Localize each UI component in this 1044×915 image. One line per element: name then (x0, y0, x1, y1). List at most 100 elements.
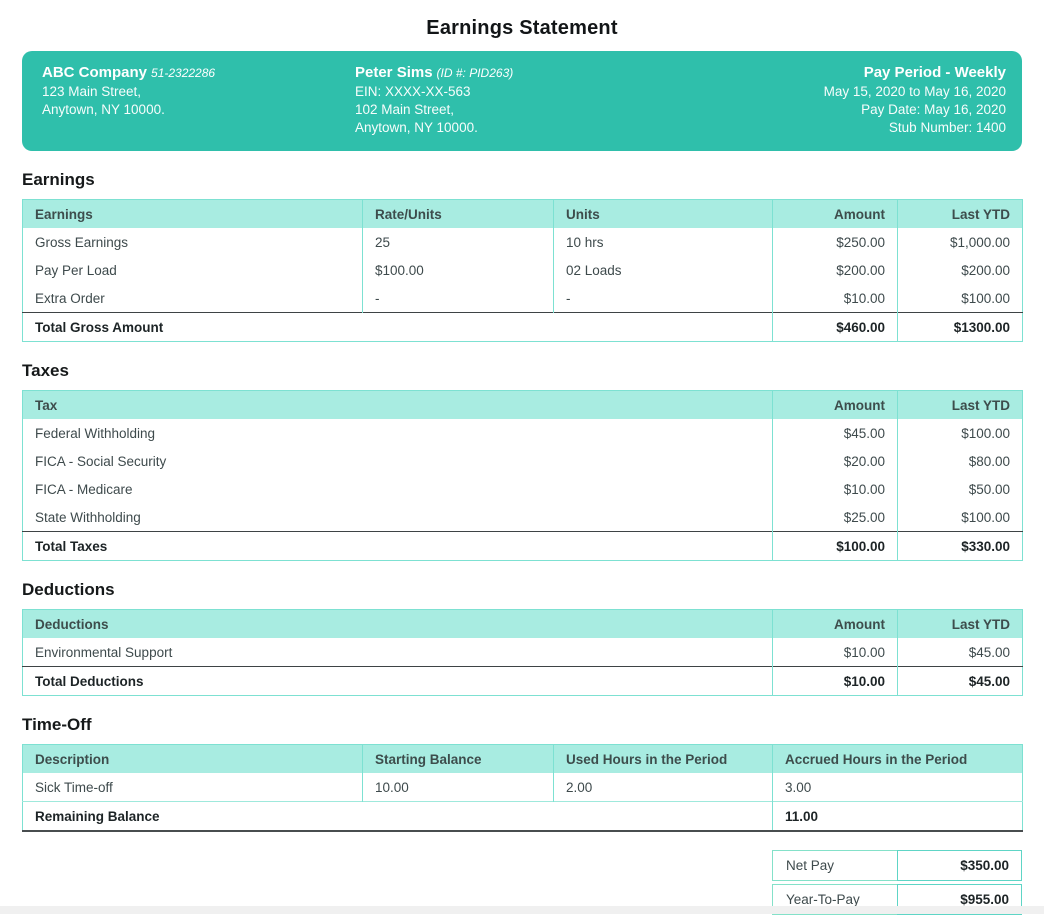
column-header: Tax (22, 390, 773, 419)
table-row: Environmental Support $10.00 $45.00 (23, 638, 1023, 667)
taxes-total-last-ytd: $330.00 (897, 531, 1023, 561)
employee-name-line: Peter Sims (ID #: PID263) (355, 64, 746, 82)
tax-last-ytd: $80.00 (897, 447, 1023, 475)
column-header: Starting Balance (362, 744, 554, 773)
pay-period-info: Pay Period - Weekly May 15, 2020 to May … (746, 64, 1006, 138)
employee-info: Peter Sims (ID #: PID263) EIN: XXXX-XX-56… (355, 64, 746, 138)
tax-amount: $45.00 (772, 419, 898, 447)
deductions-total-last-ytd: $45.00 (897, 666, 1023, 696)
earnings-total-label: Total Gross Amount (22, 312, 773, 342)
employee-name: Peter Sims (355, 64, 433, 81)
taxes-heading: Taxes (22, 361, 69, 380)
earnings-total-amount: $460.00 (772, 312, 898, 342)
taxes-section: Taxes Tax Amount Last YTD Federal Withho… (22, 361, 1023, 561)
company-name: ABC Company (42, 64, 148, 81)
pay-summary: Net Pay $350.00 Year-To-Pay $955.00 (772, 850, 1022, 915)
deductions-header-row: Deductions Amount Last YTD (22, 609, 1023, 638)
page-bottom-strip (0, 906, 1044, 914)
tax-last-ytd: $100.00 (897, 503, 1023, 532)
earning-last-ytd: $200.00 (897, 256, 1023, 284)
stub-number: Stub Number: 1400 (888, 120, 1006, 135)
company-address-line2: Anytown, NY 10000. (42, 102, 165, 117)
taxes-table: Tax Amount Last YTD Federal Withholding … (22, 390, 1023, 561)
page-title: Earnings Statement (426, 17, 618, 39)
net-pay-row: Net Pay $350.00 (772, 850, 1022, 881)
time-off-description: Sick Time-off (35, 779, 113, 795)
earning-last-ytd: $1,000.00 (897, 228, 1023, 256)
deductions-total-amount: $10.00 (772, 666, 898, 696)
deduction-last-ytd: $45.00 (897, 638, 1023, 667)
earning-rate: $100.00 (362, 256, 554, 284)
tax-amount: $20.00 (772, 447, 898, 475)
employee-address-line1: 102 Main Street, (355, 102, 455, 117)
tax-name: Federal Withholding (35, 425, 156, 441)
earning-amount: $250.00 (772, 228, 898, 256)
taxes-header-row: Tax Amount Last YTD (22, 390, 1023, 419)
column-header: Last YTD (897, 390, 1023, 419)
column-header: Last YTD (897, 609, 1023, 638)
earning-name: Gross Earnings (35, 234, 129, 250)
company-tax-id: 51-2322286 (151, 66, 216, 80)
column-header: Deductions (22, 609, 773, 638)
company-address-line1: 123 Main Street, (42, 84, 142, 99)
remaining-balance-value: 11.00 (772, 801, 1023, 831)
earnings-section: Earnings Earnings Rate/Units Units Amoun… (22, 170, 1023, 342)
deduction-name: Environmental Support (35, 644, 173, 660)
employee-ein: EIN: XXXX-XX-563 (355, 84, 471, 99)
earnings-table: Earnings Rate/Units Units Amount Last YT… (22, 199, 1023, 342)
time-off-section: Time-Off Description Starting Balance Us… (22, 716, 1023, 832)
tax-name: State Withholding (35, 509, 141, 525)
employee-address-line2: Anytown, NY 10000. (355, 120, 478, 135)
net-pay-value: $350.00 (897, 850, 1022, 881)
time-off-header-row: Description Starting Balance Used Hours … (22, 744, 1023, 773)
tax-amount: $10.00 (772, 475, 898, 503)
column-header: Amount (772, 609, 898, 638)
earning-name: Pay Per Load (35, 262, 117, 278)
remaining-balance-label: Remaining Balance (22, 801, 773, 831)
earning-rate: 25 (362, 228, 554, 256)
deductions-table: Deductions Amount Last YTD Environmental… (22, 609, 1023, 696)
time-off-table: Description Starting Balance Used Hours … (22, 744, 1023, 832)
table-row: Federal Withholding $45.00 $100.00 (23, 419, 1023, 447)
column-header: Amount (772, 199, 898, 228)
net-pay-label: Net Pay (772, 850, 897, 881)
earning-units: - (553, 284, 773, 313)
table-row: Gross Earnings 25 10 hrs $250.00 $1,000.… (23, 228, 1023, 256)
company-name-line: ABC Company 51-2322286 (42, 64, 355, 82)
column-header: Accrued Hours in the Period (772, 744, 1023, 773)
earnings-total-last-ytd: $1300.00 (897, 312, 1023, 342)
earning-amount: $10.00 (772, 284, 898, 313)
earning-name: Extra Order (35, 290, 105, 306)
tax-last-ytd: $50.00 (897, 475, 1023, 503)
column-header: Earnings (22, 199, 363, 228)
deduction-amount: $10.00 (772, 638, 898, 667)
tax-last-ytd: $100.00 (897, 419, 1023, 447)
time-off-starting-balance: 10.00 (362, 773, 554, 802)
time-off-accrued-hours: 3.00 (772, 773, 1023, 802)
column-header: Last YTD (897, 199, 1023, 228)
column-header: Units (553, 199, 773, 228)
pay-period-title: Pay Period - Weekly (863, 64, 1006, 81)
earning-last-ytd: $100.00 (897, 284, 1023, 313)
earnings-heading: Earnings (22, 170, 95, 189)
time-off-total-row: Remaining Balance 11.00 (22, 801, 1023, 831)
table-row: Sick Time-off 10.00 2.00 3.00 (23, 773, 1023, 802)
taxes-total-amount: $100.00 (772, 531, 898, 561)
table-row: Pay Per Load $100.00 02 Loads $200.00 $2… (23, 256, 1023, 284)
earning-units: 10 hrs (553, 228, 773, 256)
tax-amount: $25.00 (772, 503, 898, 532)
taxes-total-label: Total Taxes (22, 531, 773, 561)
table-row: FICA - Medicare $10.00 $50.00 (23, 475, 1023, 503)
earnings-header-row: Earnings Rate/Units Units Amount Last YT… (22, 199, 1023, 228)
table-row: State Withholding $25.00 $100.00 (23, 503, 1023, 532)
deductions-total-label: Total Deductions (22, 666, 773, 696)
deductions-section: Deductions Deductions Amount Last YTD En… (22, 580, 1023, 696)
column-header: Amount (772, 390, 898, 419)
pay-date: Pay Date: May 16, 2020 (861, 102, 1006, 117)
column-header: Used Hours in the Period (553, 744, 773, 773)
tax-name: FICA - Medicare (35, 481, 133, 497)
earnings-total-row: Total Gross Amount $460.00 $1300.00 (22, 312, 1023, 342)
deductions-heading: Deductions (22, 580, 115, 599)
company-info: ABC Company 51-2322286 123 Main Street, A… (42, 64, 355, 138)
